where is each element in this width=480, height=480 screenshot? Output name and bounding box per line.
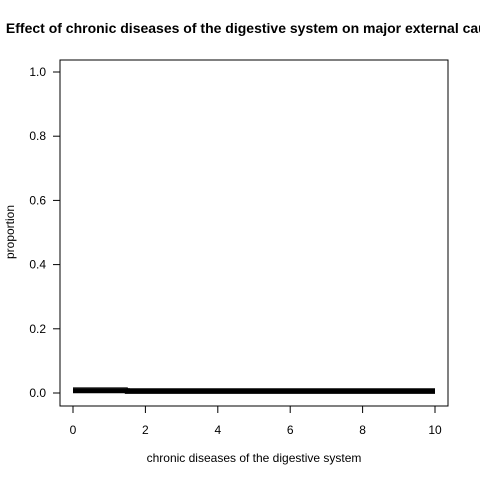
x-tick-label: 10 bbox=[428, 423, 442, 437]
series-layer bbox=[73, 387, 435, 394]
chart-title-text: Effect of chronic diseases of the digest… bbox=[5, 20, 480, 36]
y-axis: 0.0 0.2 0.4 0.6 0.8 1.0 bbox=[29, 65, 61, 400]
x-tick-label: 6 bbox=[287, 423, 294, 437]
y-tick-label: 1.0 bbox=[29, 65, 46, 79]
y-tick-label: 0.8 bbox=[29, 129, 46, 143]
x-tick-label: 2 bbox=[142, 423, 149, 437]
y-tick-label: 0.2 bbox=[29, 322, 46, 336]
x-tick-label: 8 bbox=[359, 423, 366, 437]
x-axis: 0 2 4 6 8 10 bbox=[70, 405, 442, 437]
plot-frame bbox=[59, 59, 449, 407]
y-axis-title: proportion bbox=[3, 205, 17, 259]
y-tick-label: 0.6 bbox=[29, 193, 46, 207]
x-tick-label: 0 bbox=[70, 423, 77, 437]
x-tick-label: 4 bbox=[214, 423, 221, 437]
chart-title: Effect of chronic diseases of the digest… bbox=[0, 20, 480, 42]
x-axis-title: chronic diseases of the digestive system bbox=[147, 451, 362, 465]
y-tick-label: 0.0 bbox=[29, 386, 46, 400]
y-tick-label: 0.4 bbox=[29, 258, 46, 272]
series-line-2 bbox=[73, 388, 435, 394]
